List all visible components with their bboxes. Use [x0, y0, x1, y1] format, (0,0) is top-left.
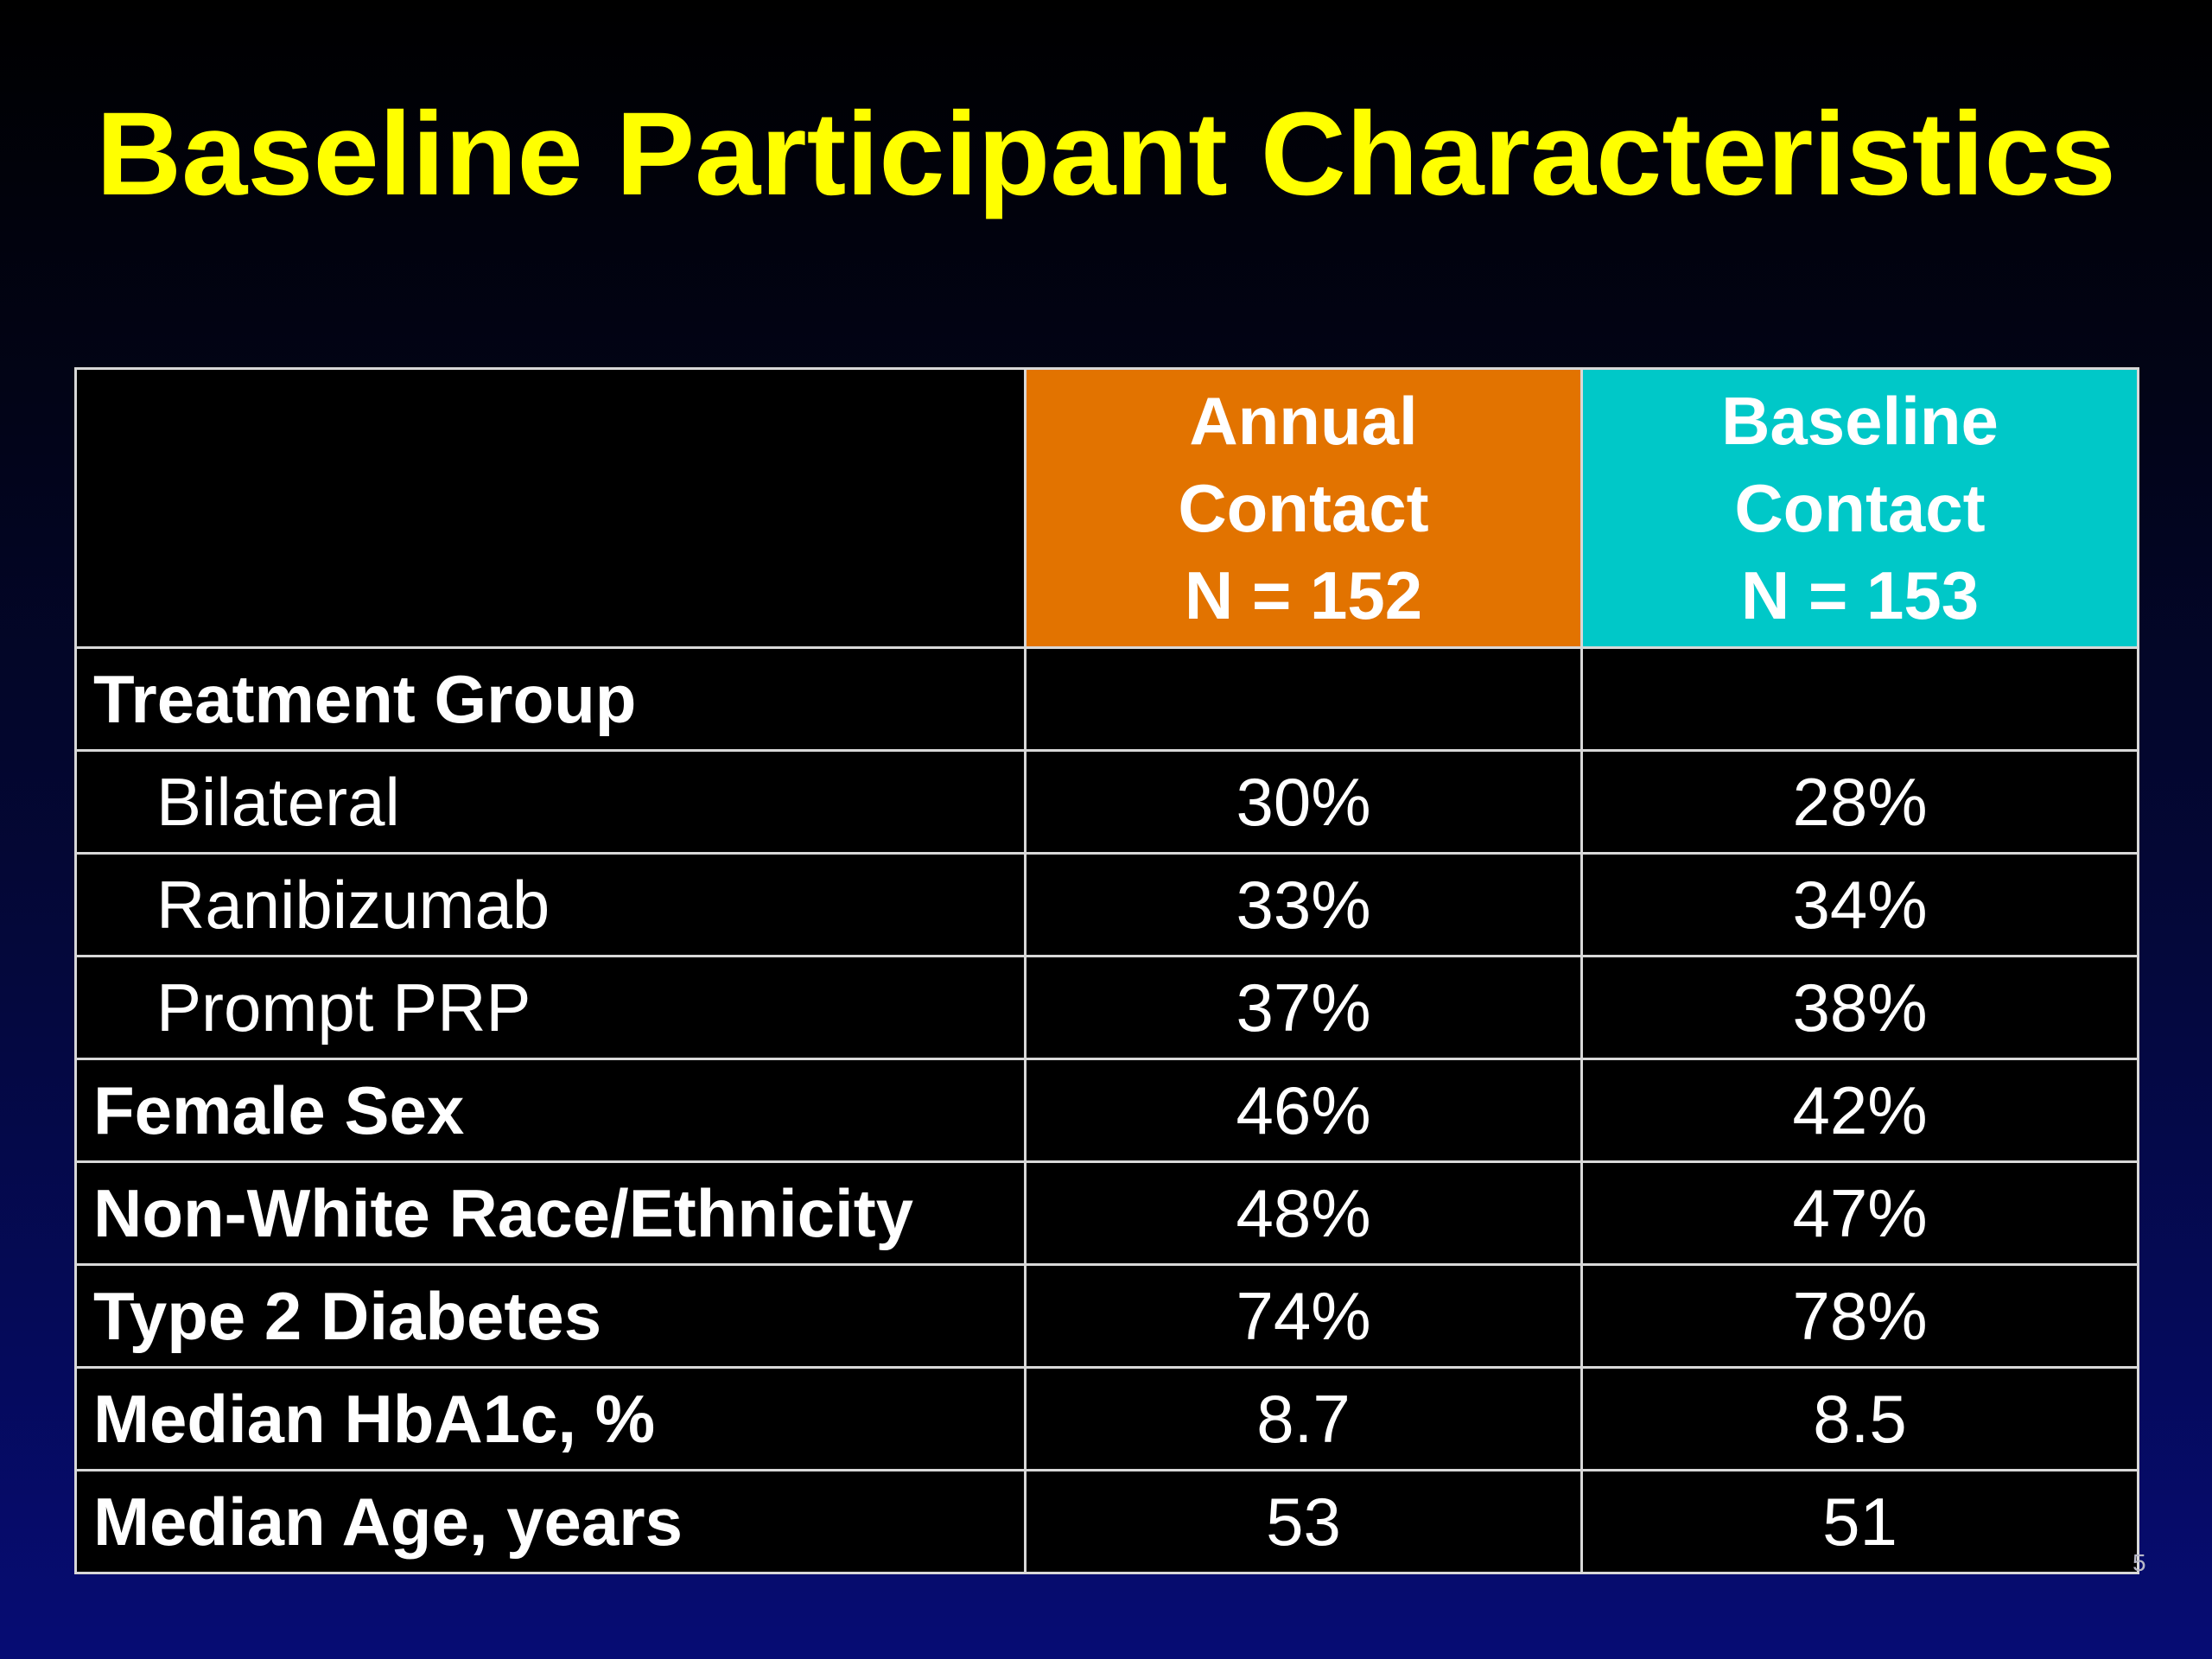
- annual-contact-header-line: Annual: [1189, 382, 1418, 459]
- slide-page-number: 5: [2133, 1549, 2146, 1576]
- table-row: Median HbA1c, % 8.7 8.5: [74, 1366, 2139, 1471]
- baseline-value: 38%: [1580, 955, 2139, 1060]
- baseline-contact-header-line: Contact: [1734, 469, 1986, 546]
- annual-value: 53: [1024, 1469, 1583, 1574]
- row-label-treatment-group: Treatment Group: [74, 646, 1027, 752]
- table-row: Bilateral 30% 28%: [74, 749, 2139, 855]
- annual-value: 46%: [1024, 1058, 1583, 1163]
- baseline-value: 28%: [1580, 749, 2139, 855]
- table-row: Ranibizumab 33% 34%: [74, 852, 2139, 957]
- annual-value: 33%: [1024, 852, 1583, 957]
- baseline-value: 47%: [1580, 1160, 2139, 1266]
- row-label-median-age: Median Age, years: [74, 1469, 1027, 1574]
- annual-contact-header-count: N = 152: [1184, 556, 1423, 633]
- annual-value: 8.7: [1024, 1366, 1583, 1471]
- characteristics-table: Annual Contact N = 152 Baseline Contact …: [74, 367, 2139, 1574]
- baseline-value: 78%: [1580, 1263, 2139, 1369]
- table-header-row: Annual Contact N = 152 Baseline Contact …: [74, 367, 2139, 649]
- baseline-value: 42%: [1580, 1058, 2139, 1163]
- annual-value: 74%: [1024, 1263, 1583, 1369]
- baseline-value: 34%: [1580, 852, 2139, 957]
- baseline-contact-header-line: Baseline: [1721, 382, 1999, 459]
- row-label-non-white-race: Non-White Race/Ethnicity: [74, 1160, 1027, 1266]
- row-label-ranibizumab: Ranibizumab: [74, 852, 1027, 957]
- row-label-female-sex: Female Sex: [74, 1058, 1027, 1163]
- baseline-contact-header-count: N = 153: [1740, 556, 1980, 633]
- annual-value: 30%: [1024, 749, 1583, 855]
- baseline-contact-header: Baseline Contact N = 153: [1580, 367, 2139, 649]
- annual-value: [1024, 646, 1583, 752]
- row-label-bilateral: Bilateral: [74, 749, 1027, 855]
- baseline-value: 51: [1580, 1469, 2139, 1574]
- table-row: Prompt PRP 37% 38%: [74, 955, 2139, 1060]
- slide-title: Baseline Participant Characteristics: [96, 88, 2116, 220]
- table-row: Female Sex 46% 42%: [74, 1058, 2139, 1163]
- annual-contact-header: Annual Contact N = 152: [1024, 367, 1583, 649]
- row-label-type-2-diabetes: Type 2 Diabetes: [74, 1263, 1027, 1369]
- table-row: Median Age, years 53 51: [74, 1469, 2139, 1574]
- row-label-prompt-prp: Prompt PRP: [74, 955, 1027, 1060]
- table-row: Type 2 Diabetes 74% 78%: [74, 1263, 2139, 1369]
- baseline-value: 8.5: [1580, 1366, 2139, 1471]
- row-label-median-hba1c: Median HbA1c, %: [74, 1366, 1027, 1471]
- table-row: Non-White Race/Ethnicity 48% 47%: [74, 1160, 2139, 1266]
- annual-contact-header-line: Contact: [1178, 469, 1429, 546]
- annual-value: 37%: [1024, 955, 1583, 1060]
- annual-value: 48%: [1024, 1160, 1583, 1266]
- table-row: Treatment Group: [74, 646, 2139, 752]
- table-corner-cell: [74, 367, 1027, 649]
- baseline-value: [1580, 646, 2139, 752]
